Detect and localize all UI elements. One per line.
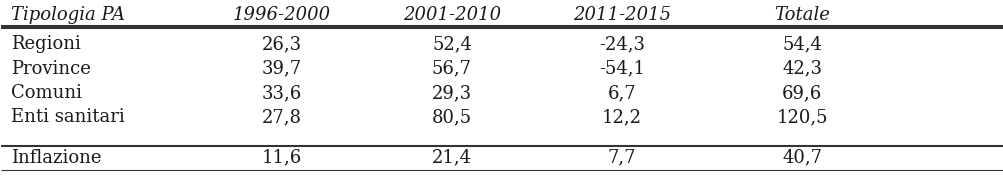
Text: Regioni: Regioni bbox=[11, 35, 81, 53]
Text: Comuni: Comuni bbox=[11, 84, 82, 102]
Text: 1996-2000: 1996-2000 bbox=[233, 6, 330, 24]
Text: Tipologia PA: Tipologia PA bbox=[11, 6, 125, 24]
Text: 54,4: 54,4 bbox=[781, 35, 821, 53]
Text: 33,6: 33,6 bbox=[262, 84, 302, 102]
Text: 26,3: 26,3 bbox=[262, 35, 302, 53]
Text: Totale: Totale bbox=[773, 6, 829, 24]
Text: 39,7: 39,7 bbox=[262, 60, 302, 78]
Text: 11,6: 11,6 bbox=[262, 149, 302, 167]
Text: Province: Province bbox=[11, 60, 91, 78]
Text: 42,3: 42,3 bbox=[781, 60, 821, 78]
Text: 2011-2015: 2011-2015 bbox=[573, 6, 671, 24]
Text: 6,7: 6,7 bbox=[607, 84, 636, 102]
Text: 40,7: 40,7 bbox=[781, 149, 821, 167]
Text: Enti sanitari: Enti sanitari bbox=[11, 108, 125, 126]
Text: 120,5: 120,5 bbox=[776, 108, 827, 126]
Text: Inflazione: Inflazione bbox=[11, 149, 101, 167]
Text: -54,1: -54,1 bbox=[599, 60, 645, 78]
Text: 80,5: 80,5 bbox=[431, 108, 471, 126]
Text: 56,7: 56,7 bbox=[431, 60, 471, 78]
Text: -24,3: -24,3 bbox=[599, 35, 645, 53]
Text: 52,4: 52,4 bbox=[431, 35, 471, 53]
Text: 27,8: 27,8 bbox=[262, 108, 302, 126]
Text: 7,7: 7,7 bbox=[607, 149, 636, 167]
Text: 2001-2010: 2001-2010 bbox=[402, 6, 500, 24]
Text: 12,2: 12,2 bbox=[602, 108, 642, 126]
Text: 29,3: 29,3 bbox=[431, 84, 471, 102]
Text: 69,6: 69,6 bbox=[781, 84, 821, 102]
Text: 21,4: 21,4 bbox=[431, 149, 471, 167]
